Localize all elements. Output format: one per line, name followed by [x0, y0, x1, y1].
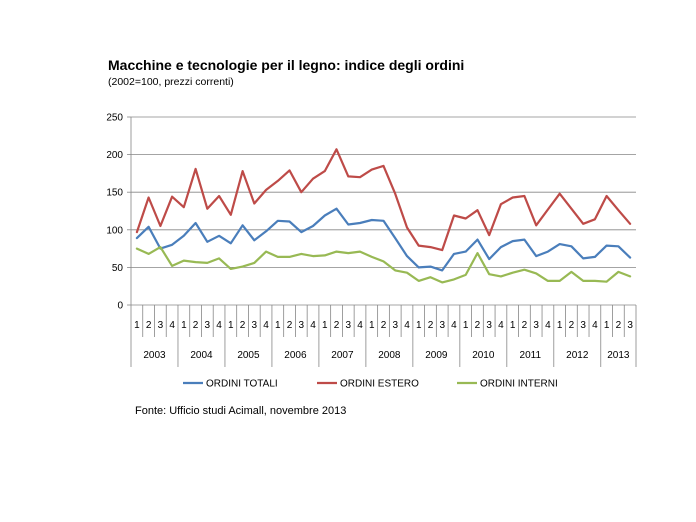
quarter-label: 3 [158, 320, 164, 331]
quarter-label: 2 [381, 320, 387, 331]
year-label: 2007 [331, 350, 354, 361]
year-label: 2004 [190, 350, 213, 361]
quarter-label: 1 [463, 320, 469, 331]
quarter-label: 4 [263, 320, 269, 331]
legend-label: ORDINI ESTERO [340, 379, 419, 390]
quarter-label: 1 [604, 320, 610, 331]
quarter-label: 4 [357, 320, 363, 331]
chart-title: Macchine e tecnologie per il legno: indi… [108, 57, 465, 73]
quarter-label: 2 [193, 320, 199, 331]
quarter-label: 2 [616, 320, 622, 331]
quarter-label: 4 [451, 320, 457, 331]
legend-label: ORDINI TOTALI [206, 379, 278, 390]
quarter-label: 2 [287, 320, 293, 331]
series-line [135, 246, 632, 284]
legend-label: ORDINI INTERNI [480, 379, 558, 390]
quarter-label: 1 [181, 320, 187, 331]
quarter-label: 4 [545, 320, 551, 331]
quarter-label: 2 [146, 320, 152, 331]
quarter-label: 3 [299, 320, 305, 331]
quarter-label: 2 [569, 320, 575, 331]
quarter-label: 1 [557, 320, 563, 331]
gridlines [131, 116, 636, 268]
quarter-label: 3 [439, 320, 445, 331]
quarter-label: 1 [228, 320, 234, 331]
year-label: 2011 [520, 350, 542, 361]
quarter-label: 3 [252, 320, 258, 331]
quarter-label: 2 [428, 320, 434, 331]
year-label: 2012 [566, 350, 589, 361]
legend: ORDINI TOTALI ORDINI ESTERO ORDINI INTERNI [183, 379, 558, 390]
y-tick-label: 100 [106, 225, 123, 236]
year-label: 2008 [378, 350, 401, 361]
quarter-label: 1 [134, 320, 140, 331]
quarter-label: 1 [369, 320, 375, 331]
series-lines [135, 148, 632, 284]
year-label: 2009 [425, 350, 448, 361]
quarter-label: 3 [533, 320, 539, 331]
quarter-label: 2 [475, 320, 481, 331]
year-label: 2005 [237, 350, 260, 361]
quarter-label: 3 [627, 320, 633, 331]
series-line [135, 207, 632, 272]
y-tick-label: 200 [106, 150, 123, 161]
y-tick-label: 50 [112, 263, 124, 274]
chart-subtitle: (2002=100, prezzi correnti) [108, 76, 234, 88]
quarter-label: 2 [334, 320, 340, 331]
y-tick-label: 250 [106, 113, 123, 124]
year-label: 2003 [143, 350, 166, 361]
year-label: 2006 [284, 350, 307, 361]
quarter-label: 2 [522, 320, 528, 331]
series-line [135, 148, 632, 252]
quarter-label: 4 [404, 320, 410, 331]
year-label: 2010 [472, 350, 495, 361]
source-note: Fonte: Ufficio studi Acimall, novembre 2… [135, 405, 347, 417]
quarter-label: 1 [416, 320, 422, 331]
y-tick-label: 0 [117, 301, 123, 312]
quarter-label: 4 [592, 320, 598, 331]
quarter-label: 2 [240, 320, 246, 331]
quarter-label: 3 [392, 320, 398, 331]
quarter-label: 4 [498, 320, 504, 331]
quarter-label: 1 [510, 320, 516, 331]
quarter-label: 4 [169, 320, 175, 331]
quarter-label: 4 [310, 320, 316, 331]
quarter-label: 3 [205, 320, 211, 331]
quarter-label: 3 [486, 320, 492, 331]
quarter-label: 3 [345, 320, 351, 331]
year-label: 2013 [607, 350, 630, 361]
quarter-label: 1 [275, 320, 281, 331]
quarter-label: 4 [216, 320, 222, 331]
y-tick-label: 150 [106, 188, 123, 199]
quarter-label: 1 [322, 320, 328, 331]
axes: 0 50 100 150 200 250 [106, 113, 636, 312]
quarter-label: 3 [580, 320, 586, 331]
